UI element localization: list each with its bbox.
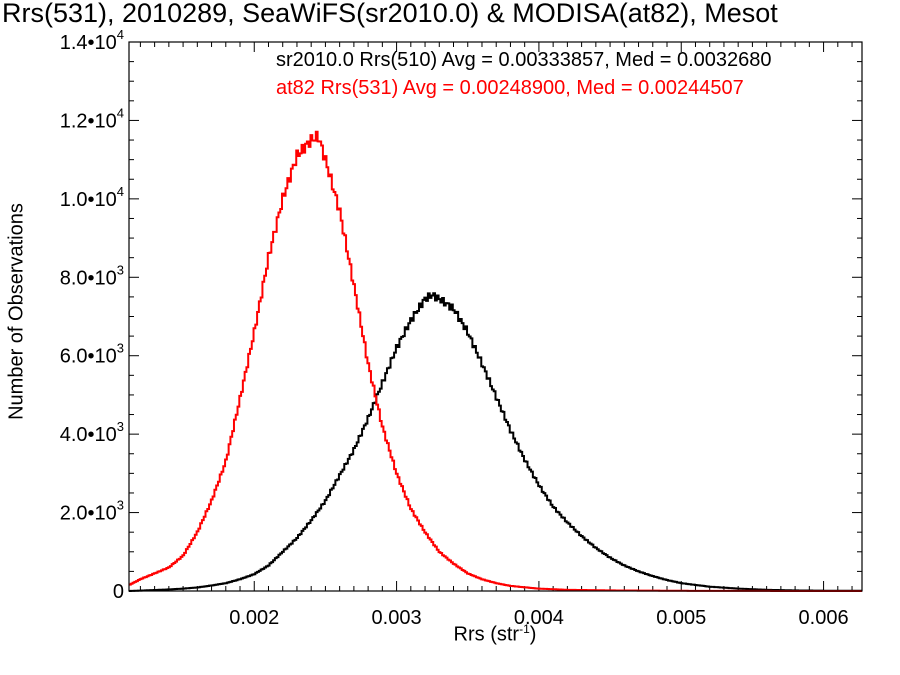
legend-entry-at82: at82 Rrs(531) Avg = 0.00248900, Med = 0.… — [276, 77, 744, 99]
x-axis-label-close: ) — [529, 623, 537, 646]
x-tick-label: 0.006 — [799, 607, 849, 629]
y-tick-label: 0 — [113, 581, 124, 603]
x-axis-label-exponent: -1 — [519, 622, 530, 636]
x-tick-label: 0.004 — [514, 607, 564, 629]
x-tick-label: 0.002 — [229, 607, 279, 629]
series-at82-line — [129, 130, 862, 592]
y-tick-label: 1.4•104 — [60, 27, 124, 54]
plot-frame — [128, 41, 863, 592]
x-tick-label: 0.005 — [656, 607, 706, 629]
series-sr2010-line — [129, 292, 862, 592]
y-tick-label: 1.0•104 — [60, 184, 124, 211]
y-tick-label: 2.0•103 — [60, 498, 124, 525]
y-tick-label: 8.0•103 — [60, 262, 124, 289]
y-tick-labels: 0 2.0•103 4.0•103 6.0•103 8.0•103 1.0•104 1.2•… — [60, 27, 124, 603]
x-tick-label: 0.003 — [372, 607, 422, 629]
x-axis-label: Rrs (str-1) — [395, 622, 595, 647]
tick-marks — [129, 41, 862, 592]
x-tick-labels: 0.002 0.003 0.004 0.005 0.006 — [229, 607, 848, 629]
y-tick-label: 6.0•103 — [60, 341, 124, 368]
y-tick-label: 1.2•104 — [60, 105, 124, 132]
chart-title: Rrs(531), 2010289, SeaWiFS(sr2010.0) & M… — [2, 0, 778, 28]
x-axis-label-base: Rrs (str — [453, 623, 520, 646]
series-lines — [129, 130, 862, 592]
legend-entry-sr2010: sr2010.0 Rrs(510) Avg = 0.00333857, Med … — [276, 49, 772, 71]
y-axis-label: Number of Observations — [5, 203, 28, 420]
y-tick-label: 4.0•103 — [60, 419, 124, 446]
